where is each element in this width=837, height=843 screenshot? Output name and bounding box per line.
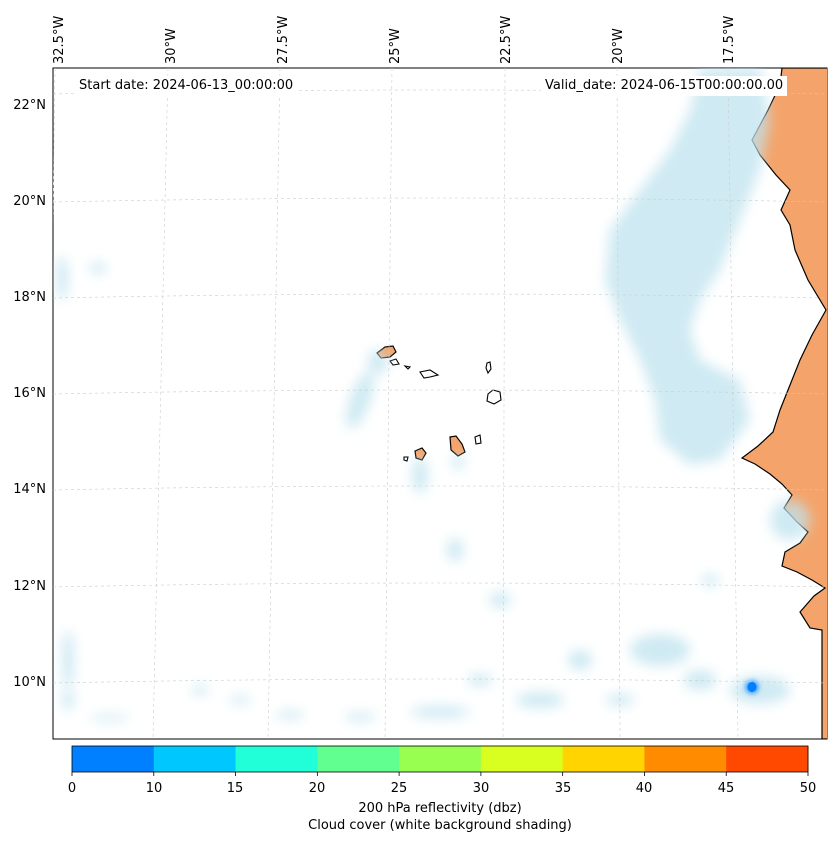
valid-date-label: Valid_date: 2024-06-15T00:00:00.00 [541,76,788,96]
colorbar-tick-label: 40 [635,781,653,796]
island-sao-nicolau [419,369,440,379]
colorbar-tick-label: 25 [390,781,408,796]
island-maio [474,434,482,445]
lat-label-10n: 10°N [13,675,46,690]
island-sal [485,361,492,375]
colorbar [71,745,809,776]
colorbar-tick-label: 0 [67,781,77,796]
lat-label-18n: 18°N [13,290,46,305]
colorbar-segment [726,746,809,772]
colorbar-tick-label: 20 [308,781,326,796]
lat-label-12n: 12°N [13,579,46,594]
colorbar-tick-label: 50 [799,781,817,796]
island-fogo [414,447,427,461]
lon-label-27-5w: 27.5°W [276,15,291,64]
colorbar-segment [72,746,155,772]
colorbar-segment [399,746,482,772]
colorbar-tick-label: 45 [717,781,735,796]
island-brava [403,456,409,462]
colorbar-subtitle: Cloud cover (white background shading) [308,818,572,833]
colorbar-segment [317,746,400,772]
colorbar-tick-label: 10 [145,781,163,796]
colorbar-tick-label: 35 [554,781,572,796]
colorbar-segment [153,746,237,772]
lon-label-32-5w: 32.5°W [52,15,67,64]
colorbar-segment [480,746,564,772]
lat-label-22n: 22°N [13,98,46,113]
colorbar-tick-label: 15 [226,781,244,796]
lon-label-17-5w: 17.5°W [722,15,737,64]
lon-label-20w: 20°W [611,28,626,64]
lon-label-25w: 25°W [388,28,403,64]
colorbar-segment [644,746,727,772]
colorbar-title: 200 hPa reflectivity (dbz) [358,801,522,816]
cloud-cover-shading [56,68,810,721]
lon-label-22-5w: 22.5°W [499,15,514,64]
colorbar-segment [562,746,645,772]
island-santa-luzia [403,365,412,370]
reflectivity-patch [746,681,758,693]
africa-land [740,68,827,739]
start-date-label: Start date: 2024-06-13_00:00:00 [75,76,298,96]
lat-label-16n: 16°N [13,386,46,401]
lat-label-14n: 14°N [13,482,46,497]
island-santiago [449,435,466,457]
lat-label-20n: 20°N [13,194,46,209]
lon-label-30w: 30°W [164,28,179,64]
colorbar-tick-label: 30 [472,781,490,796]
island-sao-vicente [389,358,400,366]
colorbar-segment [235,746,318,772]
